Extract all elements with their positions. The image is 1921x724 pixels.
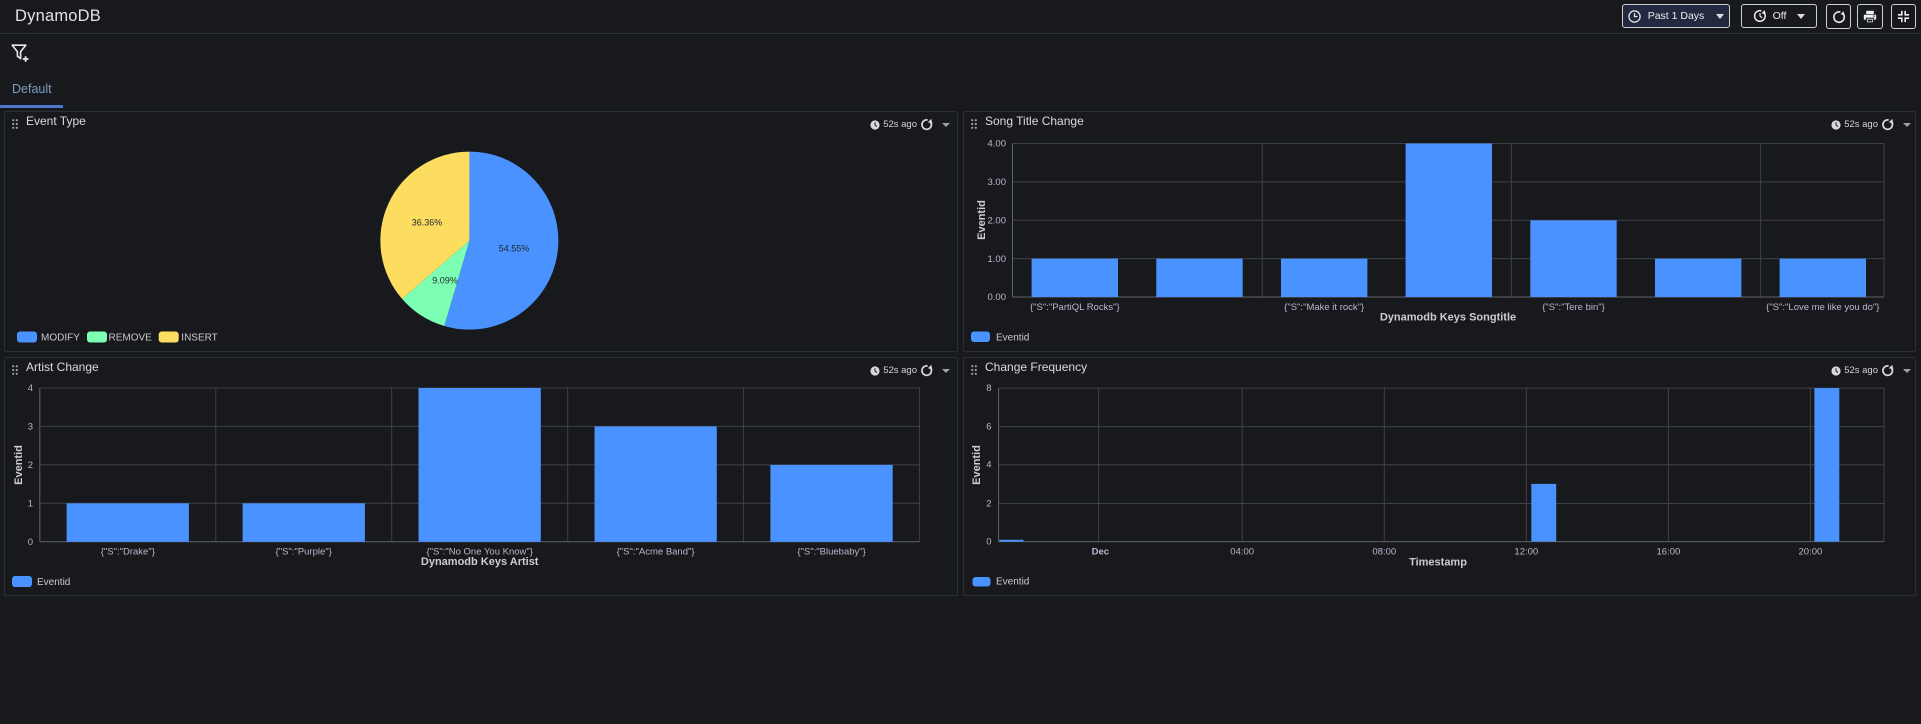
svg-text:12:00: 12:00: [1514, 547, 1538, 558]
svg-text:Eventid: Eventid: [37, 577, 70, 588]
svg-text:INSERT: INSERT: [181, 333, 218, 344]
svg-text:{"S":"Drake"}: {"S":"Drake"}: [101, 546, 155, 557]
svg-text:16:00: 16:00: [1657, 547, 1681, 558]
svg-text:Dynamodb Keys Artist: Dynamodb Keys Artist: [421, 556, 539, 568]
svg-text:0: 0: [986, 537, 991, 548]
svg-text:Eventid: Eventid: [13, 445, 25, 485]
svg-text:1.00: 1.00: [988, 254, 1007, 265]
svg-text:54.55%: 54.55%: [499, 244, 530, 254]
svg-text:{"S":"PartiQL Rocks"}: {"S":"PartiQL Rocks"}: [1030, 302, 1120, 313]
svg-text:{"S":"No One You Know"}: {"S":"No One You Know"}: [426, 546, 532, 557]
svg-text:Eventid: Eventid: [971, 445, 983, 485]
svg-text:Dynamodb Keys Songtitle: Dynamodb Keys Songtitle: [1380, 312, 1516, 324]
svg-text:2: 2: [28, 460, 33, 471]
svg-text:Eventid: Eventid: [996, 577, 1029, 588]
svg-text:{"S":"Bluebaby"}: {"S":"Bluebaby"}: [797, 546, 865, 557]
svg-text:8: 8: [986, 383, 991, 394]
svg-text:4: 4: [28, 383, 33, 394]
svg-text:{"S":"Make it rock"}: {"S":"Make it rock"}: [1284, 302, 1364, 313]
svg-text:1: 1: [28, 498, 33, 509]
svg-text:{"S":"Love me like you do"}: {"S":"Love me like you do"}: [1766, 302, 1879, 313]
svg-text:{"S":"Tere bin"}: {"S":"Tere bin"}: [1542, 302, 1605, 313]
svg-text:0: 0: [28, 537, 33, 548]
svg-text:REMOVE: REMOVE: [109, 333, 153, 344]
svg-text:08:00: 08:00: [1372, 547, 1396, 558]
svg-text:3: 3: [28, 421, 33, 432]
svg-text:{"S":"Purple"}: {"S":"Purple"}: [276, 546, 332, 557]
svg-text:Eventid: Eventid: [976, 200, 988, 240]
svg-text:Timestamp: Timestamp: [1409, 556, 1467, 568]
svg-text:4: 4: [986, 460, 991, 471]
svg-text:{"S":"Acme Band"}: {"S":"Acme Band"}: [617, 546, 695, 557]
svg-text:20:00: 20:00: [1799, 547, 1823, 558]
svg-text:3.00: 3.00: [988, 177, 1007, 188]
svg-text:Eventid: Eventid: [996, 333, 1029, 344]
svg-text:4.00: 4.00: [988, 139, 1007, 150]
svg-text:9.09%: 9.09%: [432, 276, 458, 286]
svg-text:2: 2: [986, 499, 991, 510]
svg-text:MODIFY: MODIFY: [41, 333, 80, 344]
svg-text:Dec: Dec: [1092, 547, 1109, 558]
svg-text:04:00: 04:00: [1230, 547, 1254, 558]
svg-text:36.36%: 36.36%: [412, 218, 443, 228]
svg-text:6: 6: [986, 422, 991, 433]
svg-text:0.00: 0.00: [988, 292, 1007, 303]
svg-text:2.00: 2.00: [988, 216, 1007, 227]
